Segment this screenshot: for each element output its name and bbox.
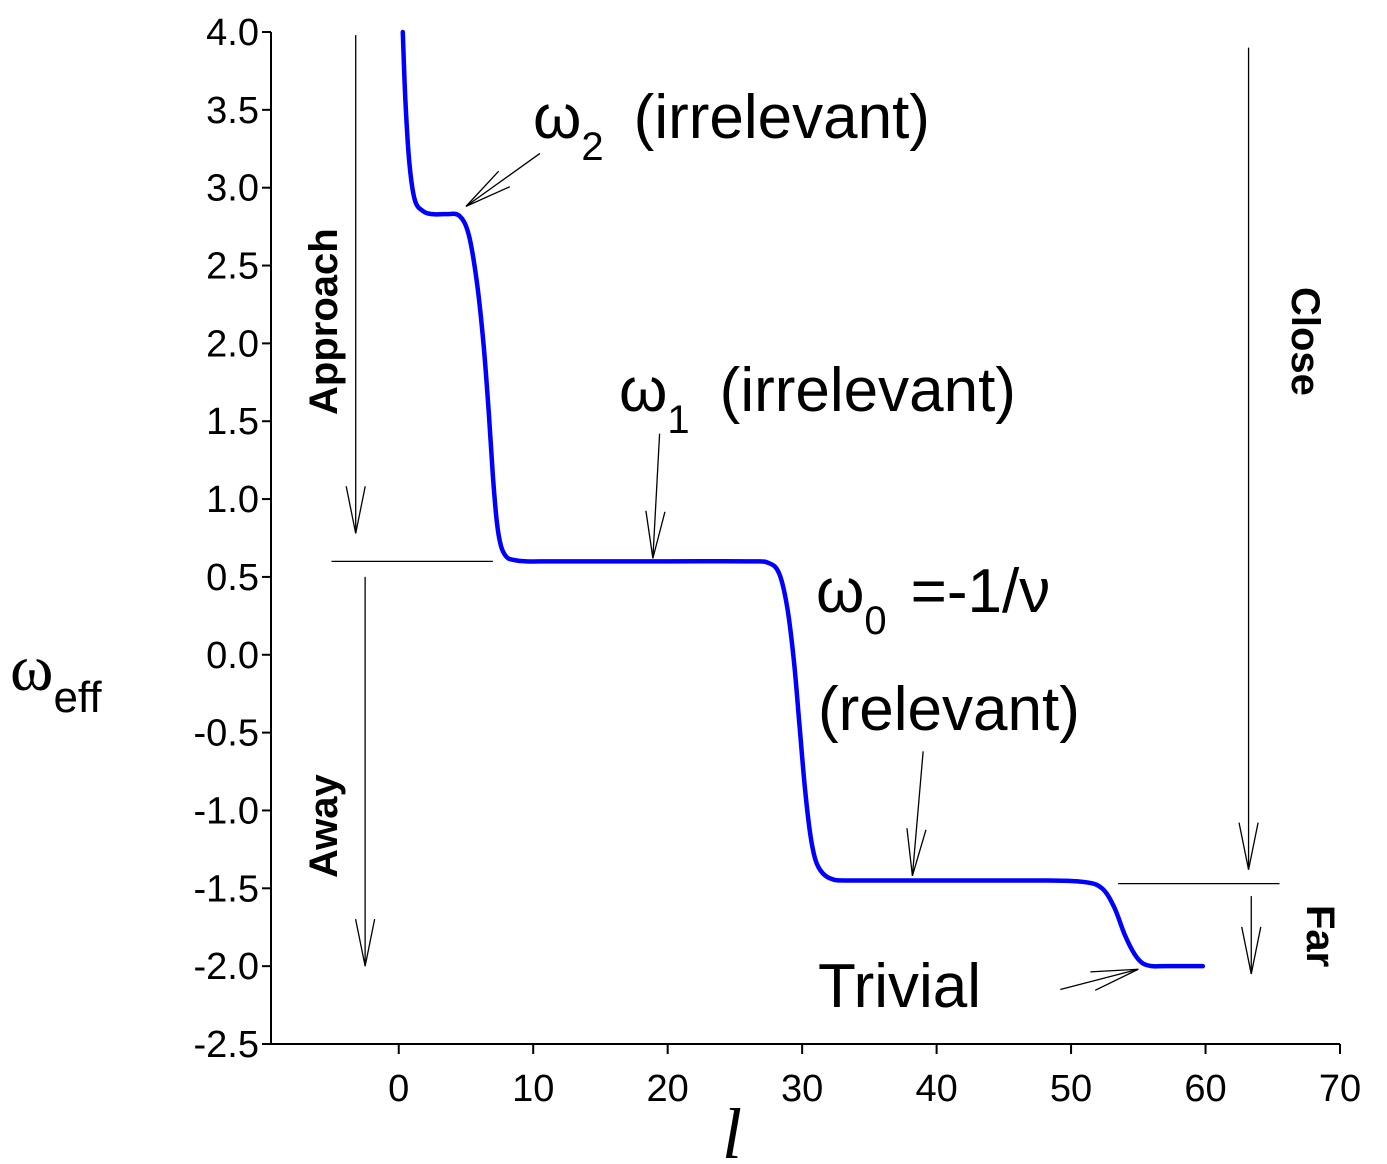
series-line <box>400 29 1206 969</box>
x-tick-label: 0 <box>388 1068 409 1110</box>
y-axis-label: ωeff <box>10 632 102 722</box>
arrow-head <box>906 828 927 877</box>
arrow-shaft <box>465 152 541 207</box>
y-tick-label: -1.5 <box>194 868 259 910</box>
omega1-subscript: 1 <box>667 398 689 442</box>
label-approach: Approach <box>302 228 346 415</box>
annotation-trivial: Trivial <box>818 952 981 1021</box>
x-tick-label: 10 <box>512 1068 554 1110</box>
arrow-head <box>345 486 366 534</box>
arrow-head <box>645 510 666 559</box>
y-tick-label: 0.5 <box>206 557 259 599</box>
y-tick-label: 1.0 <box>206 479 259 521</box>
reference-guides <box>331 560 1280 885</box>
x-tick-label: 70 <box>1319 1068 1361 1110</box>
omega0-subscript: 0 <box>864 599 886 643</box>
annotation-omega2: ω2 (irrelevant) <box>533 83 930 169</box>
omega2-symbol: ω <box>533 83 581 152</box>
annotation-omega0: ω0 =-1/ν <box>816 557 1050 643</box>
arrow-shaft <box>1060 968 1139 991</box>
x-tick-label: 60 <box>1184 1068 1226 1110</box>
arrow-shaft <box>652 433 661 559</box>
arrow-head <box>1238 822 1259 870</box>
y-ticks: 4.0 3.5 3.0 2.5 2.0 1.5 1.0 0.5 0.0 -0.5 -1.0 -1.5 -… <box>194 12 271 1066</box>
arrow-head <box>1090 968 1139 991</box>
arrow-head <box>354 918 376 967</box>
axes <box>270 32 1340 1045</box>
omega0-symbol: ω <box>816 557 864 626</box>
y-tick-label: -2.0 <box>194 946 259 988</box>
label-away: Away <box>302 773 346 878</box>
omega1-text: (irrelevant) <box>720 356 1016 425</box>
x-tick-label: 20 <box>647 1068 689 1110</box>
omega1-symbol: ω <box>619 356 667 425</box>
arrow-head <box>1241 926 1262 975</box>
y-tick-label: 2.0 <box>206 323 259 365</box>
annotation-omega0-line2: (relevant) <box>818 675 1080 744</box>
annotation-omega1: ω1 (irrelevant) <box>619 356 1016 442</box>
omega0-text: =-1/ν <box>911 557 1051 626</box>
y-tick-label: -2.5 <box>194 1024 259 1066</box>
arrow-head <box>465 170 511 207</box>
x-ticks: 0 10 20 30 40 50 60 70 <box>388 1044 1361 1110</box>
y-tick-label: 2.5 <box>206 246 259 288</box>
y-tick-label: 3.0 <box>206 168 259 210</box>
y-tick-label: 3.5 <box>206 90 259 132</box>
y-tick-label: 0.0 <box>206 635 259 677</box>
annotation-arrows <box>345 35 1262 991</box>
label-far: Far <box>1298 905 1342 967</box>
series-layer <box>400 29 1206 969</box>
y-axis-label-symbol: ω <box>10 632 53 705</box>
y-tick-label: -1.0 <box>194 790 259 832</box>
y-axis-label-subscript: eff <box>53 673 102 722</box>
x-tick-label: 40 <box>915 1068 957 1110</box>
x-tick-label: 50 <box>1050 1068 1092 1110</box>
x-axis-label: l <box>722 1094 742 1164</box>
arrow-shaft <box>911 751 924 876</box>
y-tick-label: 1.5 <box>206 401 259 443</box>
x-tick-label: 30 <box>781 1068 823 1110</box>
omega2-text: (irrelevant) <box>634 83 930 152</box>
omega2-subscript: 2 <box>581 125 603 169</box>
y-tick-label: 4.0 <box>206 12 259 54</box>
y-tick-label: -0.5 <box>194 713 259 755</box>
label-close: Close <box>1283 287 1327 396</box>
